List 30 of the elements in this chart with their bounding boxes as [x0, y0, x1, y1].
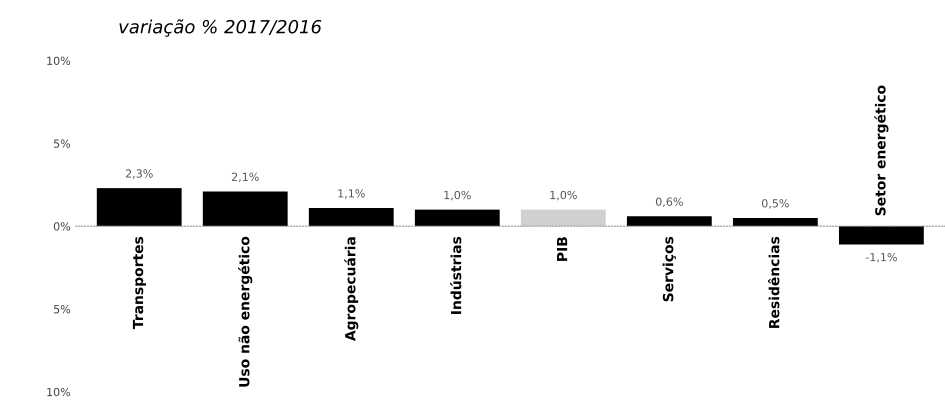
- x-tick-label: Transportes: [132, 236, 146, 330]
- data-label: -1,1%: [866, 252, 897, 262]
- bar: [414, 210, 500, 226]
- x-tick-label: Uso não energético: [238, 236, 252, 387]
- bar: [838, 226, 924, 244]
- bar: [202, 191, 288, 226]
- x-tick-label: Serviços: [662, 236, 676, 302]
- chart-title: variação % 2017/2016: [119, 19, 322, 37]
- bar: [96, 188, 182, 226]
- y-tick-label: 5%: [54, 305, 70, 314]
- y-tick-label: 0%: [54, 222, 70, 231]
- bar: [626, 216, 712, 226]
- x-tick-label: Agropecuária: [344, 237, 358, 342]
- bar: [732, 218, 818, 226]
- data-label: 1,0%: [550, 190, 577, 200]
- data-label: 1,0%: [444, 190, 471, 200]
- x-tick-label: Indústrias: [450, 236, 462, 314]
- x-tick-label: PIB: [557, 237, 568, 261]
- data-label: 2,1%: [232, 172, 259, 182]
- bar: [520, 210, 606, 226]
- x-tick-label: Residências: [768, 236, 780, 328]
- y-tick-label: 10%: [47, 56, 70, 65]
- data-label: 0,6%: [656, 197, 683, 207]
- bar: [308, 208, 394, 226]
- data-label: 2,3%: [126, 169, 153, 179]
- data-label: 1,1%: [338, 189, 365, 199]
- x-tick-label: Setor energético: [874, 85, 888, 216]
- y-tick-label: 10%: [47, 388, 70, 396]
- y-tick-label: 5%: [54, 139, 70, 148]
- data-label: 0,5%: [762, 199, 789, 209]
